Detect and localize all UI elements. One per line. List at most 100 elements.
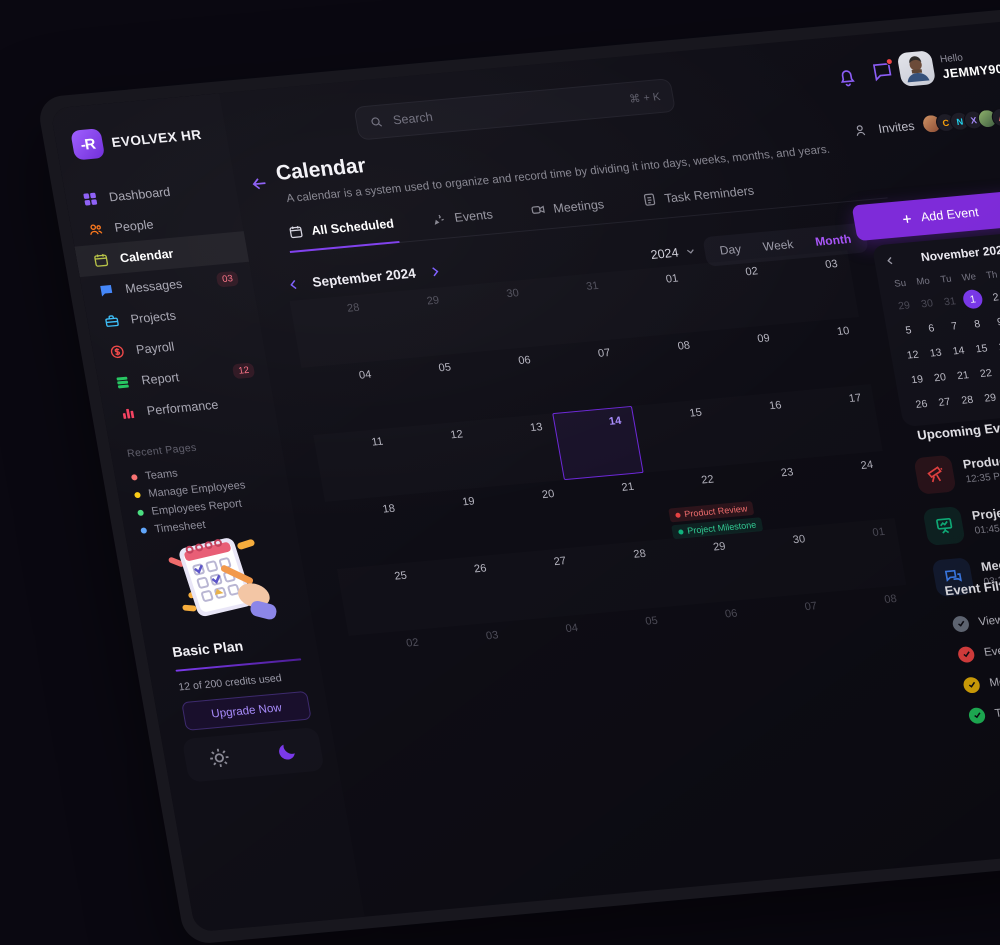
sidebar-item-messages[interactable]: Messages 03 — [80, 262, 255, 308]
calendar-day-cell[interactable]: 04 — [301, 361, 393, 435]
calendar-day-cell[interactable]: 05 — [381, 353, 473, 427]
calendar-day-cell[interactable]: 09 — [700, 324, 792, 398]
username: JEMMY90 — [941, 61, 1000, 82]
calendar-day-cell[interactable]: 25 — [337, 562, 429, 636]
sidebar-item-label: Calendar — [118, 246, 175, 265]
mini-day-cell[interactable]: 29 — [983, 391, 998, 405]
mini-day-cell[interactable]: 2 — [991, 290, 1000, 304]
calendar-day-cell[interactable]: 30 — [735, 525, 827, 599]
tab-events[interactable]: Events — [427, 200, 498, 239]
calendar-day-cell[interactable]: 28 — [289, 294, 381, 368]
tab-task-reminders[interactable]: Task Reminders — [637, 177, 759, 221]
calendar-day-cell[interactable]: 19 — [405, 487, 497, 561]
calendar-day-cell[interactable]: 18 — [325, 495, 417, 569]
calendar-day-cell[interactable]: 01 — [608, 265, 700, 339]
next-month-icon[interactable] — [426, 264, 442, 279]
day-number: 21 — [620, 480, 636, 494]
recent-dot — [134, 491, 142, 499]
event-filter-item[interactable]: Events — [955, 633, 1000, 670]
event-filter-item[interactable]: Meetings — [961, 663, 1000, 700]
calendar-day-cell[interactable]: 03 — [768, 250, 860, 324]
tab-meetings[interactable]: Meetings — [526, 190, 609, 231]
calendar-day-cell[interactable]: 10 — [779, 317, 871, 391]
calendar-day-cell[interactable]: 12 — [393, 420, 485, 494]
add-event-button[interactable]: Add Event — [851, 190, 1000, 242]
calendar-day-cell[interactable]: 06 — [461, 346, 553, 420]
mini-dow-label: Su — [893, 277, 907, 290]
event-filter-item[interactable]: Tasks — [966, 694, 1000, 731]
day-number: 05 — [644, 614, 659, 628]
day-number: 30 — [505, 287, 520, 301]
sidebar-item-payroll[interactable]: Payroll — [91, 323, 266, 369]
calendar-day-cell[interactable]: 31 — [529, 272, 621, 346]
sidebar-item-performance[interactable]: Performance — [101, 384, 276, 430]
event-filter-item[interactable]: View All — [950, 602, 1000, 639]
calendar-day-cell[interactable]: 11 — [313, 428, 405, 502]
calendar-day-cell[interactable]: 27 — [496, 547, 588, 621]
day-number: 28 — [346, 301, 361, 315]
sidebar-item-calendar[interactable]: Calendar — [74, 231, 250, 278]
calendar-day-cell[interactable]: 16 — [712, 391, 804, 465]
calendar-day-cell[interactable]: 28 — [576, 540, 668, 614]
sidebar-item-dashboard[interactable]: Dashboard — [64, 170, 239, 216]
invites-label[interactable]: Invites — [877, 118, 916, 136]
calendar-day-cell[interactable]: 15 — [632, 399, 724, 473]
day-number: 30 — [791, 533, 807, 547]
calendar-day-cell[interactable]: 04 — [508, 614, 600, 688]
calendar-day-cell[interactable]: 13 — [472, 413, 564, 487]
calendar-day-cell[interactable]: 08 — [620, 332, 712, 406]
day-number: 07 — [597, 346, 612, 360]
calendar-day-cell[interactable]: 07 — [747, 592, 839, 666]
tab-label: All Scheduled — [310, 216, 395, 238]
calendar-day-cell[interactable]: 08 — [827, 585, 919, 659]
calendar-day-cell[interactable]: 20 — [484, 480, 576, 554]
back-arrow-icon[interactable] — [248, 173, 271, 195]
calendar-day-cell[interactable]: 23 — [723, 458, 815, 532]
upgrade-button[interactable]: Upgrade Now — [181, 690, 312, 731]
sidebar-item-people[interactable]: People — [69, 201, 244, 247]
messages-bubble-icon[interactable] — [870, 57, 896, 84]
sidebar-item-projects[interactable]: Projects — [85, 292, 260, 338]
calendar-day-cell[interactable]: 05 — [588, 607, 680, 681]
calendar-day-cell[interactable]: 29 — [369, 286, 461, 360]
performance-icon — [119, 404, 138, 421]
calendar-day-cell[interactable]: 22 Product Review Project Milestone — [644, 466, 764, 540]
day-number: 03 — [485, 629, 500, 643]
year-dropdown[interactable]: 2024 — [650, 244, 698, 262]
calendar-day-cell[interactable]: 03 — [428, 621, 520, 695]
sidebar-item-report[interactable]: Report 12 — [96, 353, 271, 399]
briefcase-icon — [102, 312, 121, 329]
day-number: 04 — [564, 622, 580, 636]
moon-icon[interactable] — [274, 740, 300, 764]
payroll-icon — [108, 343, 127, 360]
calendar-day-cell[interactable]: 29 — [656, 533, 748, 607]
calendar-day-cell[interactable]: 06 — [667, 600, 759, 674]
search-input[interactable] — [389, 91, 623, 129]
calendar-day-cell[interactable]: 14 — [552, 405, 644, 481]
recent-pages-title: Recent Pages — [126, 441, 198, 460]
notification-bell-icon[interactable] — [834, 65, 860, 89]
calendar-day-cell[interactable]: 17 — [791, 384, 883, 458]
mini-prev-icon[interactable] — [884, 254, 897, 266]
tab-all-scheduled[interactable]: All Scheduled — [284, 209, 400, 253]
calendar-day-cell[interactable]: 21 — [564, 473, 656, 547]
calendar-day-cell[interactable]: 24 — [803, 451, 895, 525]
day-number: 08 — [883, 592, 898, 606]
search-bar[interactable]: ⌘ + K — [353, 78, 677, 141]
prev-month-icon[interactable] — [285, 277, 301, 292]
user-avatar[interactable] — [896, 50, 937, 87]
calendar-day-cell[interactable]: 07 — [540, 339, 632, 413]
upcoming-event-item[interactable]: Product Review12:35 PM — [912, 427, 1000, 502]
day-number: 15 — [688, 406, 703, 420]
calendar-day-cell[interactable]: 26 — [416, 554, 508, 628]
upcoming-event-item[interactable]: Project Milestone01:45 PM — [921, 478, 1000, 553]
calendar-day-cell[interactable]: 01 — [815, 518, 907, 592]
tab-label: Meetings — [552, 196, 606, 216]
calendar-day-cell[interactable]: 30 — [449, 279, 541, 353]
calendar-day-cell[interactable]: 02 — [349, 629, 441, 703]
calendar-day-cell[interactable]: 02 — [688, 257, 780, 331]
messages-icon — [97, 282, 116, 299]
